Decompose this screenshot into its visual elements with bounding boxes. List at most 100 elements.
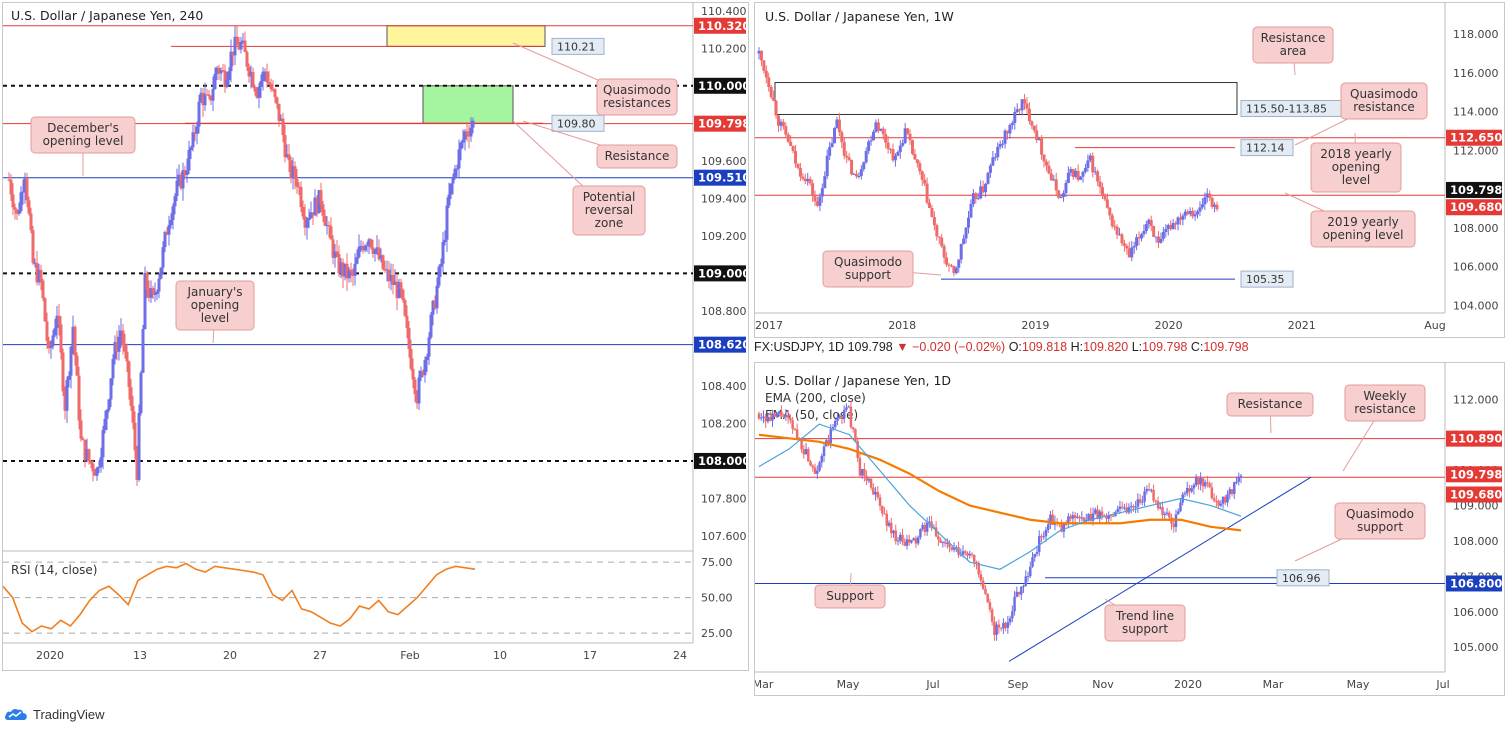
h4-candle xyxy=(165,232,169,235)
daily-candle xyxy=(885,513,889,526)
h4-candle xyxy=(171,206,175,221)
weekly-candle xyxy=(925,183,929,203)
price-tag-label: 110.320 xyxy=(698,19,748,33)
daily-candle xyxy=(1152,489,1155,501)
weekly-candle xyxy=(1015,109,1019,113)
weekly-candle xyxy=(798,167,802,177)
weekly-candle xyxy=(1037,138,1041,141)
h4-candle xyxy=(179,174,183,189)
quasimodo-resistances-callout-text: resistances xyxy=(603,96,671,110)
h4-candle xyxy=(203,94,207,106)
h4-candle xyxy=(257,86,261,98)
daily-candle xyxy=(874,491,877,495)
weekly-chart[interactable]: 118.000116.000114.000112.000110.000108.0… xyxy=(755,3,1504,337)
daily-candle xyxy=(804,448,808,455)
daily-candle xyxy=(1179,502,1182,512)
symbol-name: FX:USDJPY, 1D xyxy=(754,340,845,354)
price-tag-label: 109.798 xyxy=(1450,467,1502,481)
price-tag-box xyxy=(1446,466,1502,483)
daily-y-tick-label: 109.000 xyxy=(1453,500,1499,513)
weekly-candle xyxy=(993,157,997,159)
weekly-candle xyxy=(1186,211,1190,214)
h4-candle xyxy=(79,420,83,439)
daily-candle xyxy=(916,537,920,544)
h4-candle xyxy=(205,94,209,96)
weekly-x-tick-label: Aug xyxy=(1424,319,1445,332)
weekly-candle xyxy=(757,50,761,54)
weekly-candle xyxy=(1010,123,1014,126)
quasimodo-resistances-callout xyxy=(596,78,678,116)
weekly-candle xyxy=(874,122,878,132)
weekly-candle xyxy=(1215,204,1219,210)
weekly-candle xyxy=(976,198,980,200)
daily-candle xyxy=(1111,515,1115,517)
h4-candle xyxy=(99,457,103,467)
h4-candle xyxy=(149,288,153,298)
daily-x-tick-label: Sep xyxy=(1008,678,1029,691)
daily-chart-panel[interactable]: 112.000111.000110.000109.000108.000107.0… xyxy=(754,362,1505,696)
weekly-candle xyxy=(1137,237,1141,239)
h4-candle xyxy=(129,387,133,406)
h4-candle xyxy=(45,321,49,341)
potential-reversal-zone-callout xyxy=(572,185,646,236)
weekly-candle xyxy=(1200,204,1204,208)
weekly-candle xyxy=(1164,228,1168,233)
h4-chart-panel[interactable]: 110.400110.200110.000109.800109.600109.4… xyxy=(2,2,749,671)
daily-candle xyxy=(1136,499,1140,507)
daily-candle xyxy=(1017,591,1021,595)
daily-candle xyxy=(1069,516,1072,519)
daily-candle xyxy=(928,521,931,523)
weekly-candle xyxy=(1122,243,1126,246)
weekly-chart-panel[interactable]: 118.000116.000114.000112.000110.000108.0… xyxy=(754,2,1505,338)
weekly-candle xyxy=(903,128,907,144)
h4-candle xyxy=(429,314,433,338)
h4-candle xyxy=(197,101,201,127)
h4-chart[interactable]: 110.400110.200110.000109.800109.600109.4… xyxy=(3,3,748,670)
potential-reversal-zone xyxy=(422,85,514,124)
weekly-candle xyxy=(964,227,968,239)
weekly-candle xyxy=(1071,169,1075,177)
weekly-candle xyxy=(776,115,780,126)
daily-candle xyxy=(997,624,1001,628)
daily-candle xyxy=(757,413,761,419)
daily-candle xyxy=(876,491,880,498)
daily-symbol-header: FX:USDJPY, 1D 109.798 ▼ −0.020 (−0.02%) … xyxy=(754,340,1504,360)
daily-x-tick-label: May xyxy=(837,678,860,691)
daily-ema200-line xyxy=(758,433,1242,532)
daily-candle xyxy=(1138,499,1142,503)
daily-candle xyxy=(1062,523,1066,532)
weekly-candle xyxy=(1001,143,1005,145)
daily-candle xyxy=(820,456,824,463)
tradingview-branding[interactable]: TradingView xyxy=(4,706,105,722)
h4-candle xyxy=(185,170,189,175)
h4-candle xyxy=(329,226,333,240)
h4-candle xyxy=(87,449,91,462)
h4-candle xyxy=(275,97,279,104)
weekly-candle xyxy=(1120,234,1124,244)
daily-candle xyxy=(972,554,976,563)
daily-candle xyxy=(1161,507,1164,515)
h4-candle xyxy=(339,262,343,274)
h4-candle xyxy=(303,216,307,228)
yearly-opening-2018-callout xyxy=(1310,142,1402,193)
weekly-candle xyxy=(1035,130,1039,141)
daily-candle xyxy=(849,406,853,428)
close-label: C: xyxy=(1190,340,1204,354)
daily-candle xyxy=(892,530,895,534)
weekly-candle xyxy=(1210,197,1214,207)
daily-candle xyxy=(1233,482,1236,495)
weekly-candle xyxy=(813,196,817,202)
h4-candle xyxy=(35,262,39,283)
daily-candle xyxy=(923,525,927,532)
weekly-candle xyxy=(1023,99,1027,104)
daily-candle xyxy=(1006,622,1010,628)
price-tag-box xyxy=(694,77,746,94)
h4-candle xyxy=(451,177,455,184)
weekly-candle xyxy=(850,159,854,175)
daily-candle xyxy=(1212,498,1216,501)
weekly-candle xyxy=(830,143,834,148)
weekly-candle xyxy=(935,225,939,237)
h4-candle xyxy=(267,82,271,84)
weekly-candle xyxy=(1157,236,1161,243)
daily-chart[interactable]: 112.000111.000110.000109.000108.000107.0… xyxy=(755,363,1504,695)
